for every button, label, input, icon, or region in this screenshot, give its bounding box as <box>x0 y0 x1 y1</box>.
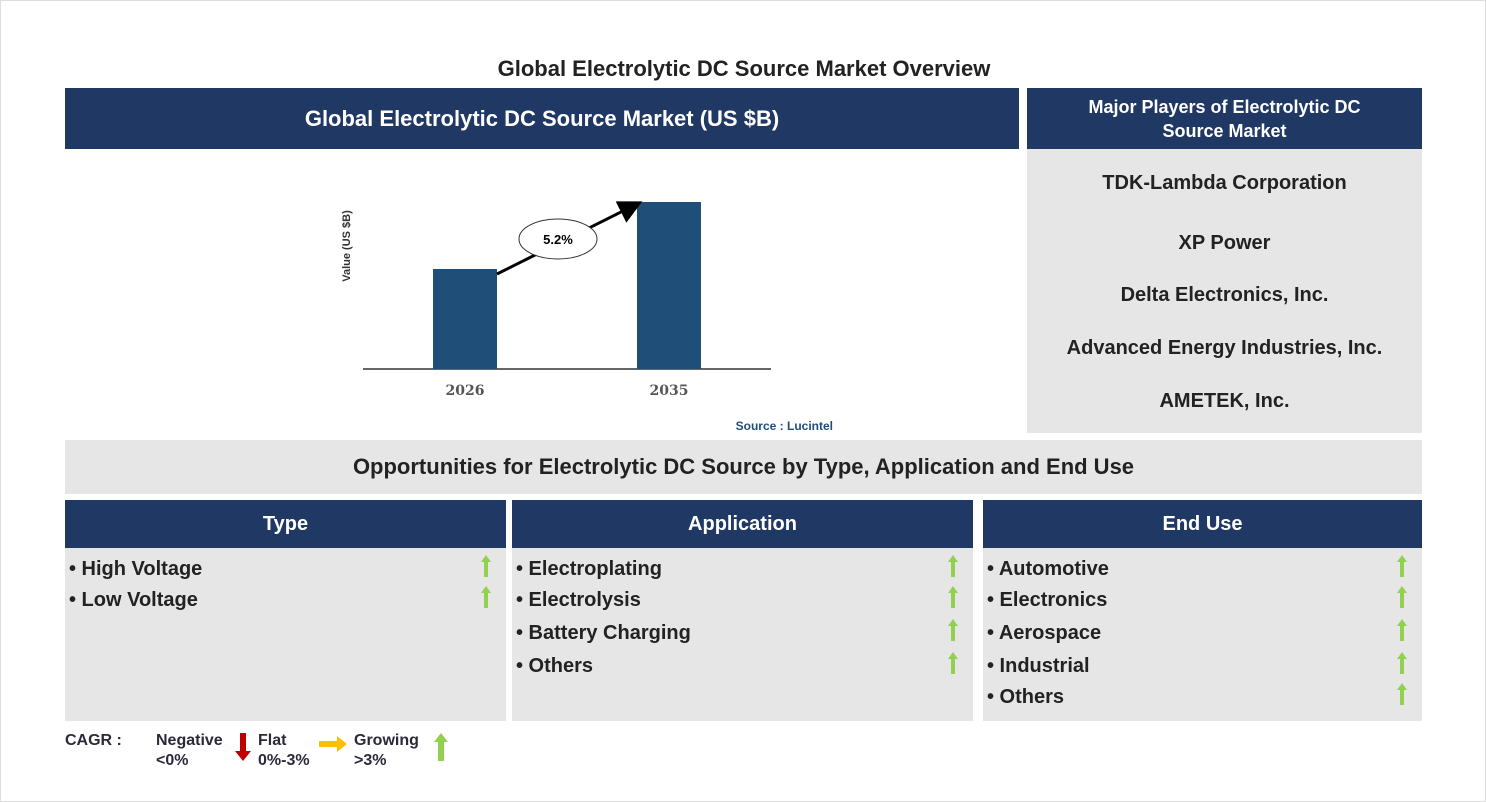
bar-2035 <box>637 202 701 369</box>
opportunity-item: • Electrolysis <box>516 589 641 611</box>
source-label: Source : Lucintel <box>736 419 833 433</box>
chart-header: Global Electrolytic DC Source Market (US… <box>65 88 1019 149</box>
x-tick-label: 2026 <box>446 383 485 399</box>
column-body: • Electroplating • Electrolysis • Battery … <box>512 548 973 721</box>
growing-arrow-icon <box>1397 619 1407 641</box>
opportunity-item: • Others <box>516 655 594 677</box>
growing-arrow-icon <box>481 586 491 608</box>
growing-arrow-icon <box>1397 586 1407 608</box>
player-item: Delta Electronics, Inc. <box>1120 284 1329 306</box>
legend-cagr-label: CAGR : <box>65 732 122 749</box>
growing-arrow-icon <box>1397 555 1407 577</box>
opportunity-item: • Aerospace <box>987 622 1102 644</box>
growing-arrow-icon <box>948 586 958 608</box>
opportunity-item: • Automotive <box>987 558 1109 580</box>
opportunity-item: • Electronics <box>987 589 1108 611</box>
player-item: XP Power <box>1178 232 1271 254</box>
growing-arrow-icon <box>1397 683 1407 705</box>
growing-arrow-icon <box>481 555 491 577</box>
bar-chart: Value (US $B) 2026 2035 5.2% Source : Luc… <box>341 201 833 433</box>
column-header-0: Type <box>65 500 506 548</box>
opportunity-item: • Low Voltage <box>69 589 198 611</box>
legend-negative: Negative <0% <box>156 732 223 769</box>
down-arrow-icon <box>235 733 251 761</box>
cagr-label: 5.2% <box>543 232 573 247</box>
column-body: • Automotive • Electronics • Aerospace • In… <box>983 548 1422 721</box>
growing-arrow-icon <box>948 652 958 674</box>
page-title: Global Electrolytic DC Source Market Ove… <box>497 56 991 81</box>
opportunity-item: • High Voltage <box>69 558 203 580</box>
bar-2026 <box>433 269 497 369</box>
opportunity-item: • Others <box>987 686 1065 708</box>
legend-growing: Growing >3% <box>354 732 419 769</box>
player-item: TDK-Lambda Corporation <box>1102 172 1347 194</box>
opportunity-item: • Electroplating <box>516 558 662 580</box>
players-header: Major Players of Electrolytic DC Source … <box>1027 88 1422 149</box>
player-item: Advanced Energy Industries, Inc. <box>1066 337 1383 359</box>
column-body: • High Voltage • Low Voltage <box>65 548 506 721</box>
growing-arrow-icon <box>1397 652 1407 674</box>
up-arrow-icon <box>434 733 448 761</box>
cagr-ellipse <box>518 218 598 260</box>
players-list: TDK-Lambda Corporation XP Power Delta El… <box>1027 149 1422 433</box>
column-header-1: Application <box>512 500 973 548</box>
player-item: AMETEK, Inc. <box>1159 390 1290 412</box>
right-arrow-icon <box>319 736 347 752</box>
growing-arrow-icon <box>948 619 958 641</box>
growing-arrow-icon <box>948 555 958 577</box>
opportunities-header: Opportunities for Electrolytic DC Source… <box>65 440 1422 494</box>
column-header-2: End Use <box>983 500 1422 548</box>
legend-flat: Flat 0%-3% <box>258 732 310 769</box>
opportunity-item: • Industrial <box>987 655 1090 677</box>
x-tick-label: 2035 <box>650 383 689 399</box>
y-axis-label: Value (US $B) <box>341 210 353 282</box>
opportunity-item: • Battery Charging <box>516 622 691 644</box>
